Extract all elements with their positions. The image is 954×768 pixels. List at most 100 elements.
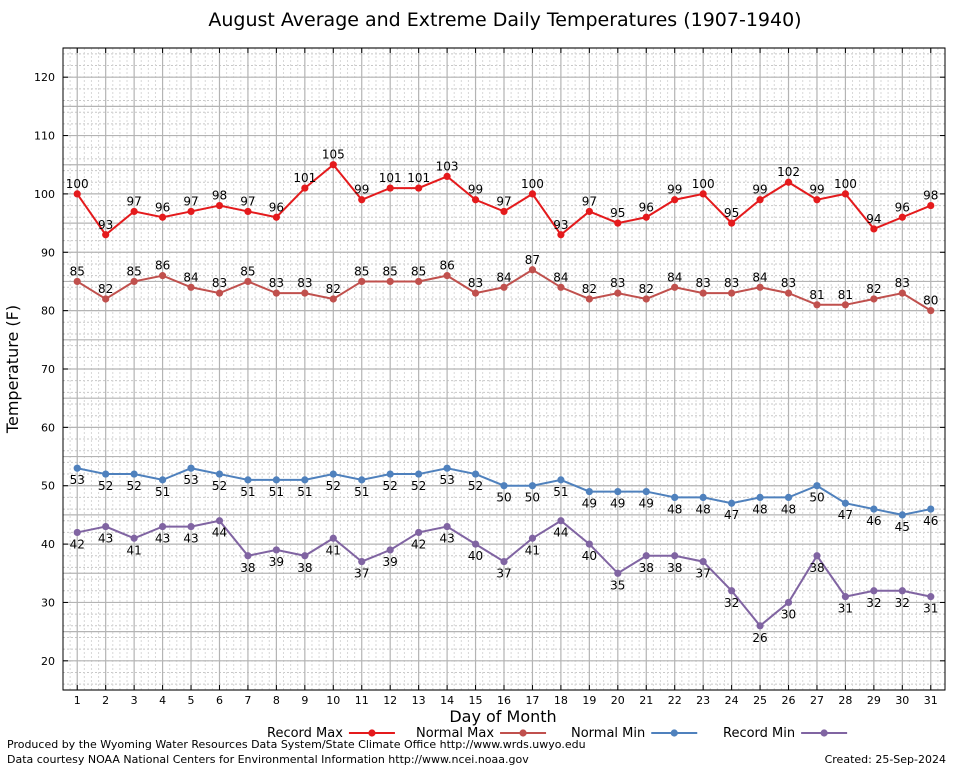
normal-min-point — [813, 482, 821, 490]
x-tick-label: 6 — [216, 694, 223, 707]
normal-min-point — [671, 493, 679, 501]
record-max-data-label: 98 — [212, 189, 227, 203]
normal-min-point — [927, 505, 935, 513]
x-tick-label: 16 — [497, 694, 511, 707]
normal-max-point — [358, 277, 366, 286]
normal-max-data-label: 80 — [923, 294, 938, 308]
record-min-point — [642, 552, 650, 560]
record-max-point — [158, 213, 167, 221]
record-min-point — [557, 517, 565, 525]
record-min-point — [528, 534, 537, 542]
y-tick-label: 100 — [34, 188, 55, 201]
x-tick-label: 5 — [188, 694, 195, 707]
normal-max-data-label: 83 — [468, 276, 483, 290]
normal-min-data-label: 49 — [610, 497, 625, 511]
record-max-data-label: 93 — [553, 218, 568, 232]
normal-min-point — [301, 476, 309, 484]
normal-min-point — [471, 470, 480, 478]
record-max-point — [671, 196, 679, 204]
record-min-data-label: 32 — [866, 596, 881, 610]
record-min-point — [244, 552, 252, 560]
normal-max-data-label: 86 — [155, 259, 170, 273]
normal-max-data-label: 83 — [895, 276, 910, 290]
record-min-point — [102, 522, 110, 531]
normal-min-point — [415, 470, 423, 478]
record-max-data-label: 97 — [183, 194, 198, 208]
record-min-point — [443, 522, 451, 531]
normal-min-data-label: 51 — [155, 485, 170, 499]
record-max-point — [471, 196, 480, 204]
record-max-point — [699, 190, 707, 198]
legend-marker-normal-max — [519, 729, 527, 737]
normal-min-point — [158, 476, 167, 484]
record-min-point — [358, 558, 366, 566]
record-max-data-label: 97 — [126, 194, 141, 208]
normal-min-data-label: 51 — [553, 485, 568, 499]
created-date: Created: 25-Sep-2024 — [825, 753, 946, 766]
normal-max-data-label: 83 — [610, 276, 625, 290]
normal-max-point — [329, 295, 337, 303]
normal-max-point — [130, 277, 138, 286]
normal-min-data-label: 47 — [838, 508, 853, 522]
x-tick-label: 26 — [782, 694, 796, 707]
legend-label-record-max: Record Max — [267, 726, 343, 741]
x-tick-label: 31 — [924, 694, 938, 707]
record-min-data-label: 43 — [439, 532, 454, 546]
normal-max-data-label: 83 — [269, 276, 284, 290]
record-min-data-label: 37 — [696, 567, 711, 581]
x-tick-label: 21 — [639, 694, 653, 707]
normal-max-point — [927, 307, 935, 315]
series-layer — [73, 161, 935, 630]
normal-min-point — [244, 476, 252, 484]
normal-min-point — [870, 505, 878, 513]
record-min-data-label: 38 — [667, 561, 682, 575]
record-min-point — [329, 534, 337, 542]
normal-min-data-label: 53 — [70, 473, 85, 487]
normal-min-data-label: 51 — [354, 485, 369, 499]
x-tick-label: 24 — [725, 694, 739, 707]
record-min-data-label: 38 — [240, 561, 255, 575]
normal-min-data-label: 52 — [212, 479, 227, 493]
normal-min-data-label: 50 — [496, 491, 511, 505]
normal-min-point — [215, 470, 224, 478]
record-max-point — [642, 213, 650, 221]
x-tick-label: 12 — [383, 694, 397, 707]
record-max-point — [73, 190, 81, 198]
x-tick-label: 15 — [469, 694, 483, 707]
x-tick-label: 27 — [810, 694, 824, 707]
x-tick-label: 13 — [412, 694, 426, 707]
record-min-point — [614, 569, 622, 577]
data-labels-layer: 100 93 97 96 97 98 97 96 101 105 99 101 101 103 99 97 10… — [66, 148, 939, 645]
record-min-data-label: 38 — [297, 561, 312, 575]
normal-max-data-label: 85 — [240, 264, 255, 278]
normal-min-point — [784, 493, 793, 501]
x-tick-label: 18 — [554, 694, 568, 707]
record-min-point — [841, 593, 850, 601]
record-max-data-label: 99 — [752, 183, 767, 197]
normal-min-data-label: 49 — [582, 497, 597, 511]
record-min-point — [898, 587, 906, 595]
record-max-point — [102, 231, 110, 239]
normal-max-data-label: 82 — [639, 282, 654, 296]
normal-min-data-label: 52 — [383, 479, 398, 493]
y-axis-title: Temperature (F) — [3, 305, 22, 434]
record-max-point — [614, 219, 622, 227]
record-max-data-label: 95 — [724, 206, 739, 220]
x-tick-label: 17 — [525, 694, 539, 707]
normal-min-data-label: 52 — [326, 479, 341, 493]
record-min-point — [471, 540, 480, 548]
normal-min-point — [272, 476, 280, 484]
normal-max-data-label: 85 — [354, 264, 369, 278]
record-min-point — [215, 517, 224, 525]
x-tick-label: 30 — [895, 694, 909, 707]
record-min-point — [272, 546, 280, 554]
normal-max-data-label: 85 — [126, 264, 141, 278]
normal-max-point — [301, 289, 309, 297]
normal-max-data-label: 85 — [411, 264, 426, 278]
record-max-data-label: 100 — [66, 177, 89, 191]
normal-min-data-label: 50 — [809, 491, 824, 505]
record-min-data-label: 39 — [269, 555, 284, 569]
x-tick-label: 22 — [668, 694, 682, 707]
major-gridlines — [63, 47, 945, 691]
x-tick-label: 2 — [102, 694, 109, 707]
